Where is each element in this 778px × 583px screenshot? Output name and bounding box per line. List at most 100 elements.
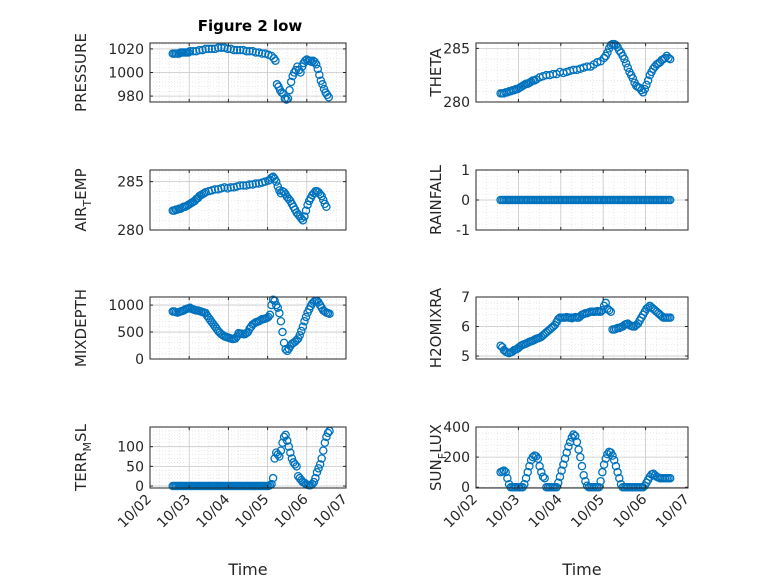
data-point <box>554 478 563 487</box>
data-point <box>235 45 245 55</box>
x-tick-label: 10/03 <box>154 492 194 532</box>
data-point <box>307 57 316 67</box>
x-tick-label: 10/07 <box>653 492 693 532</box>
data-point <box>318 80 327 89</box>
y-tick-label: 1020 <box>108 42 144 58</box>
data-point <box>184 48 193 57</box>
y-tick-label: 0 <box>461 480 470 496</box>
data-point <box>501 467 510 477</box>
data-point <box>311 59 321 69</box>
data-point <box>285 85 294 95</box>
data-point <box>188 47 198 56</box>
data-point <box>303 200 312 210</box>
y-axis-label: TERRMSL <box>72 423 94 492</box>
data-point <box>290 460 300 469</box>
data-point <box>309 477 319 487</box>
data-point <box>273 303 283 313</box>
y-tick-label: 1000 <box>108 66 144 82</box>
data-markers <box>496 195 675 205</box>
panel-1: 980 1000 1020 PRESSURE <box>72 33 347 112</box>
data-point <box>557 466 566 475</box>
data-markers <box>168 295 334 356</box>
data-markers <box>496 39 675 98</box>
data-point <box>275 452 284 461</box>
y-axis-label: SUNFLUX <box>427 424 449 491</box>
data-point <box>564 442 573 451</box>
data-point <box>273 182 283 191</box>
y-label-main: AIR <box>72 207 90 232</box>
x-tick-label: 10/06 <box>611 491 651 531</box>
data-point <box>560 454 570 463</box>
x-tick-label: 10/02 <box>441 492 481 532</box>
data-point <box>210 185 220 194</box>
y-tick-label: 0 <box>135 479 144 495</box>
axes-frame <box>149 296 347 360</box>
data-point <box>271 177 281 186</box>
data-point <box>528 452 538 462</box>
y-label-subscript: M <box>81 442 94 452</box>
y-tick-label: 100 <box>117 440 144 456</box>
y-label-subscript: F <box>436 453 449 459</box>
y-tick-label: 285 <box>443 41 470 57</box>
data-point <box>300 212 309 221</box>
y-tick-label: 1 <box>461 163 470 179</box>
data-point <box>594 482 604 492</box>
data-point <box>298 322 308 331</box>
data-point <box>315 70 324 80</box>
y-label-main: SUN <box>427 459 445 491</box>
data-point <box>317 454 326 463</box>
y-label-rest: SL <box>72 423 90 442</box>
data-point <box>282 95 291 104</box>
data-point <box>313 64 323 74</box>
data-point <box>562 448 571 457</box>
data-point <box>226 183 236 192</box>
data-point <box>620 54 629 64</box>
data-point <box>569 430 578 439</box>
x-axis-label: Time <box>561 560 601 579</box>
data-point <box>576 452 585 462</box>
data-point <box>199 188 209 198</box>
data-point <box>664 53 673 63</box>
data-point <box>665 195 675 205</box>
data-point <box>570 431 580 441</box>
data-point <box>223 44 232 54</box>
x-tick-label: 10/06 <box>272 491 312 531</box>
data-point <box>660 53 670 63</box>
data-point <box>282 436 292 446</box>
data-point <box>533 454 543 463</box>
data-point <box>281 430 290 440</box>
data-point <box>297 326 306 336</box>
y-tick-label: 280 <box>443 95 470 111</box>
data-point <box>311 473 320 483</box>
data-point <box>286 77 296 87</box>
data-point <box>559 460 568 469</box>
axes-frame <box>149 426 347 489</box>
axes-frame <box>149 169 347 231</box>
data-point <box>324 93 334 102</box>
y-tick-label: 285 <box>117 175 144 191</box>
data-point <box>628 74 638 83</box>
data-point <box>235 181 245 190</box>
data-point <box>204 44 214 54</box>
data-point <box>323 428 333 438</box>
x-tick-label: 10/04 <box>193 491 233 531</box>
data-point <box>598 467 607 477</box>
y-axis-label: THETA <box>427 48 445 98</box>
data-point <box>322 202 331 212</box>
data-markers <box>496 298 675 358</box>
data-point <box>577 461 587 471</box>
y-label-rest: EMP <box>72 168 90 199</box>
data-point <box>611 461 621 471</box>
data-point <box>555 472 565 481</box>
y-label-main: TERR <box>72 451 90 492</box>
data-point <box>264 312 273 322</box>
data-point <box>315 460 325 469</box>
data-point <box>322 90 332 100</box>
data-point <box>269 54 279 63</box>
data-point <box>621 59 631 68</box>
data-point <box>325 309 334 318</box>
data-point <box>278 438 287 447</box>
y-label-rest: LUX <box>427 424 445 453</box>
